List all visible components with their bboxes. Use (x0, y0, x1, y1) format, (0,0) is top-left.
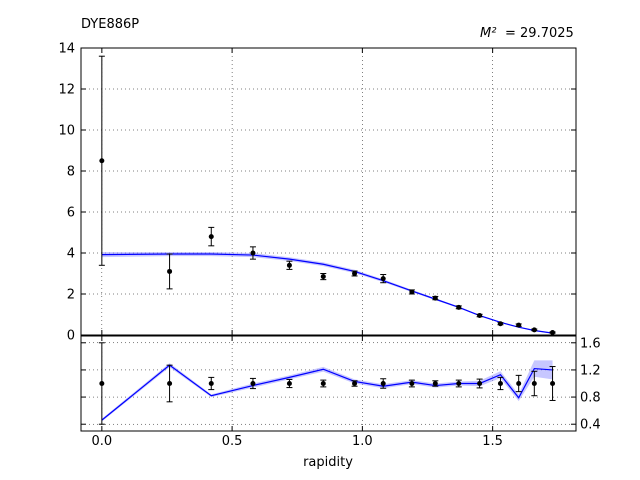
top-marker-2 (208, 234, 214, 240)
ratio-point-5 (320, 379, 327, 388)
ratio-marker-2 (208, 381, 214, 386)
top-ytick-label-6: 12 (58, 83, 75, 98)
ratio-point-13 (515, 374, 522, 393)
ratio-ytick-label-1: 0.8 (580, 391, 601, 406)
top-theory-line (101, 253, 553, 334)
ratio-marker-0 (99, 381, 105, 386)
ratio-point-4 (286, 378, 293, 389)
ratio-point-6 (351, 380, 358, 387)
ratio-marker-3 (250, 381, 256, 386)
top-ytick-label-2: 4 (67, 247, 75, 262)
ratio-point-0 (98, 342, 105, 425)
top-panel-frame (80, 47, 577, 336)
top-point-14 (531, 327, 538, 333)
ratio-theory-band (101, 360, 553, 422)
ratio-marker-7 (380, 381, 386, 386)
top-marker-1 (167, 268, 173, 274)
top-point-2 (208, 226, 215, 247)
top-point-6 (351, 270, 358, 277)
ratio-panel-ticks: 0.4 0.8 1.2 1.6 0.0 0.5 1.0 1.5 (81, 336, 601, 449)
top-marker-15 (550, 330, 556, 336)
ratio-point-14 (531, 370, 538, 397)
top-ytick-label-5: 10 (58, 124, 75, 139)
top-point-9 (432, 295, 439, 301)
top-point-13 (515, 322, 522, 328)
ratio-point-10 (455, 379, 462, 388)
top-panel-grid (81, 47, 576, 336)
top-point-5 (320, 273, 327, 281)
ratio-ytick-label-2: 1.2 (580, 363, 601, 378)
ratio-point-2 (208, 376, 215, 391)
top-marker-12 (497, 321, 503, 327)
ratio-point-15 (549, 366, 556, 401)
annotation-label: M² (480, 26, 496, 41)
ratio-point-11 (476, 378, 483, 389)
ratio-marker-11 (477, 381, 483, 386)
top-marker-9 (432, 295, 438, 301)
ratio-marker-10 (456, 381, 462, 386)
ratio-ytick-label-3: 1.6 (580, 336, 601, 351)
top-panel-ticks: 0 2 4 6 8 10 12 14 (58, 42, 576, 344)
top-ytick-label-3: 6 (67, 206, 75, 221)
ratio-point-3 (249, 377, 256, 390)
ratio-panel-grid (81, 336, 576, 431)
top-data-points (98, 55, 556, 336)
ratio-marker-8 (409, 381, 415, 386)
top-point-3 (249, 246, 256, 260)
top-marker-0 (99, 158, 105, 164)
ratio-band-area (101, 360, 553, 422)
ratio-marker-4 (286, 381, 292, 386)
ratio-point-12 (497, 376, 504, 391)
top-point-0 (98, 55, 105, 266)
ratio-marker-1 (167, 381, 173, 386)
ratio-data-points (98, 342, 556, 425)
top-ytick-label-7: 14 (58, 42, 75, 57)
ratio-marker-5 (320, 381, 326, 386)
top-point-12 (497, 321, 504, 327)
top-marker-5 (320, 274, 326, 280)
ratio-marker-9 (432, 381, 438, 386)
ratio-point-1 (166, 364, 173, 403)
xtick-label-2: 1.0 (352, 434, 373, 449)
ratio-panel-frame (80, 335, 577, 432)
top-point-1 (166, 253, 173, 290)
xtick-label-3: 1.5 (482, 434, 503, 449)
top-marker-7 (380, 276, 386, 282)
top-ytick-label-1: 2 (67, 288, 75, 303)
ratio-point-9 (432, 380, 439, 387)
ratio-marker-15 (550, 381, 556, 386)
top-marker-6 (352, 271, 358, 276)
top-marker-3 (250, 250, 256, 256)
top-marker-4 (286, 262, 292, 268)
ratio-marker-12 (497, 381, 503, 386)
ratio-marker-6 (352, 381, 358, 386)
top-marker-8 (409, 289, 415, 295)
top-marker-11 (477, 313, 483, 319)
ratio-marker-13 (516, 381, 522, 386)
top-marker-10 (456, 304, 462, 310)
ratio-marker-14 (531, 381, 537, 386)
top-theory-curve (101, 253, 553, 334)
top-point-10 (455, 304, 462, 310)
top-ytick-label-0: 0 (67, 329, 75, 344)
chart-title: DYE886P (81, 17, 139, 32)
ratio-theory-line (101, 364, 553, 421)
top-marker-13 (516, 322, 522, 328)
ratio-ytick-label-0: 0.4 (580, 418, 601, 433)
top-point-7 (380, 274, 387, 284)
xtick-label-1: 0.5 (222, 434, 243, 449)
top-point-11 (476, 313, 483, 319)
top-point-8 (408, 289, 415, 295)
ratio-theory-curve (101, 364, 553, 421)
xtick-label-0: 0.0 (91, 434, 112, 449)
top-marker-14 (531, 327, 537, 333)
annotation-value: = 29.7025 (505, 26, 574, 41)
ratio-point-7 (380, 378, 387, 389)
top-ytick-label-4: 8 (67, 165, 75, 180)
top-point-4 (286, 260, 293, 270)
top-point-15 (549, 330, 556, 336)
ratio-point-8 (408, 379, 415, 388)
x-axis-label: rapidity (303, 455, 353, 470)
